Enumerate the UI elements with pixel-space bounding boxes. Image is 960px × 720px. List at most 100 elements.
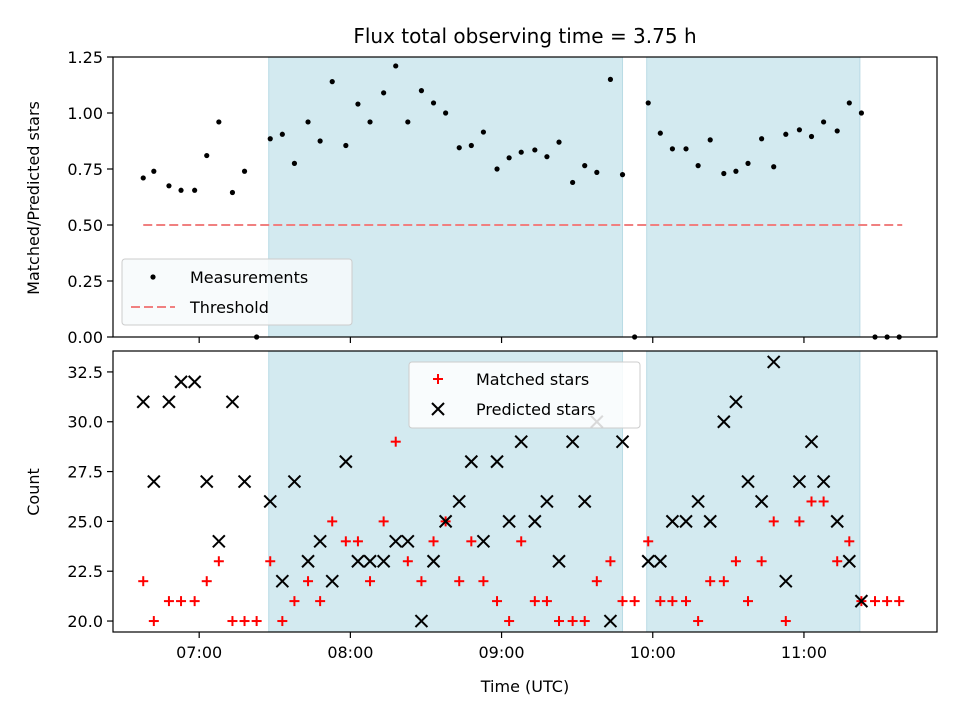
- measurement-point-31: [532, 147, 538, 153]
- bottom-legend-box: [408, 361, 641, 429]
- measurement-point-57: [858, 110, 865, 116]
- bottom-shade-1: [646, 350, 861, 633]
- matched-point-7: [227, 616, 238, 627]
- predicted-point-1: [147, 474, 161, 489]
- predicted-point-12: [301, 554, 315, 568]
- measurement-point-1: [151, 168, 157, 174]
- matched-point-14: [315, 596, 326, 607]
- matched-point-50: [768, 516, 779, 527]
- predicted-point-17: [363, 554, 377, 568]
- matched-point-56: [844, 536, 855, 547]
- measurement-point-2: [166, 183, 172, 189]
- top-y-tick-label-4: 1.00: [67, 104, 103, 123]
- matched-point-31: [529, 596, 540, 607]
- predicted-point-6: [212, 534, 226, 549]
- matched-point-19: [378, 516, 389, 527]
- measurement-point-38: [619, 172, 626, 178]
- measurement-point-11: [279, 131, 285, 137]
- matched-point-10: [265, 556, 276, 567]
- bottom-axes-frame: [112, 350, 938, 633]
- measurement-point-53: [808, 133, 815, 140]
- matched-point-0: [138, 576, 149, 587]
- predicted-point-23: [438, 514, 453, 529]
- matched-point-21: [402, 556, 413, 567]
- bottom-y-tick-label-4: 30.0: [67, 413, 103, 432]
- measurement-point-7: [229, 189, 236, 196]
- matched-point-4: [189, 596, 200, 607]
- bottom-panel: 20.0 22.5 25.0 27.5 30.0 32.5 07:00 08:00 09:00…: [24, 350, 938, 696]
- predicted-point-55: [854, 594, 869, 608]
- matched-point-32: [541, 596, 552, 607]
- predicted-point-39: [653, 554, 668, 568]
- matched-point-55: [832, 556, 843, 567]
- measurement-point-33: [556, 139, 562, 145]
- matched-point-3: [176, 596, 187, 607]
- matched-point-27: [478, 576, 489, 587]
- predicted-point-34: [578, 494, 592, 509]
- predicted-point-20: [401, 534, 415, 549]
- measurement-point-5: [204, 152, 210, 159]
- matched-point-12: [289, 596, 300, 607]
- matched-point-45: [705, 576, 716, 587]
- predicted-point-36: [603, 614, 618, 628]
- x-axis-label: Time (UTC): [480, 677, 569, 696]
- measurement-point-10: [267, 136, 273, 142]
- matched-point-28: [492, 596, 503, 607]
- measurement-point-47: [733, 168, 739, 174]
- predicted-point-42: [691, 494, 705, 509]
- matched-point-25: [454, 576, 465, 587]
- predicted-point-24: [452, 494, 466, 509]
- matched-point-34: [567, 616, 578, 627]
- predicted-point-27: [490, 454, 504, 469]
- top-y-tick-label-3: 0.75: [67, 160, 103, 179]
- measurement-point-21: [405, 119, 411, 125]
- matched-point-22: [416, 576, 427, 587]
- predicted-point-14: [325, 574, 339, 588]
- top-y-axis-label: Matched/Predicted stars: [24, 101, 43, 295]
- matched-point-26: [466, 536, 477, 547]
- predicted-point-44: [717, 415, 731, 429]
- measurement-point-25: [456, 145, 462, 151]
- predicted-point-45: [729, 395, 743, 409]
- matched-stars-points: [138, 436, 905, 627]
- predicted-point-26: [476, 534, 491, 549]
- measurement-point-43: [683, 146, 689, 152]
- matched-point-52: [794, 516, 805, 527]
- measurement-point-55: [834, 128, 840, 134]
- matched-point-5: [201, 576, 212, 587]
- x-tick-label-2: 09:00: [479, 643, 525, 662]
- predicted-point-41: [679, 514, 693, 529]
- measurement-point-54: [821, 119, 827, 125]
- measurement-point-30: [518, 149, 524, 155]
- chart-title: Flux total observing time = 3.75 h: [353, 24, 696, 48]
- predicted-point-49: [779, 574, 793, 588]
- matched-point-53: [806, 496, 817, 507]
- bottom-y-tick-label-2: 25.0: [67, 512, 103, 531]
- measurement-point-44: [695, 163, 701, 169]
- matched-point-2: [163, 596, 174, 607]
- measurement-point-6: [216, 119, 222, 125]
- top-shaded-intervals: [268, 56, 861, 338]
- measurement-point-51: [783, 131, 789, 137]
- measurement-point-13: [305, 119, 311, 125]
- predicted-point-47: [754, 494, 769, 509]
- matched-point-13: [303, 576, 314, 587]
- predicted-point-48: [767, 355, 781, 369]
- predicted-point-52: [816, 474, 831, 489]
- measurement-point-52: [796, 127, 803, 133]
- bottom-y-tick-label-0: 20.0: [67, 612, 103, 631]
- predicted-point-50: [792, 474, 807, 489]
- top-y-tick-label-1: 0.25: [67, 272, 103, 291]
- matched-point-48: [743, 596, 754, 607]
- predicted-point-33: [565, 434, 580, 449]
- predicted-point-0: [136, 395, 150, 409]
- matched-point-44: [693, 616, 704, 627]
- x-tick-label-0: 07:00: [176, 643, 222, 662]
- matched-point-20: [390, 436, 401, 447]
- bottom-y-tick-label-3: 27.5: [67, 463, 103, 482]
- measurement-point-46: [721, 170, 727, 177]
- top-x-ticks: [198, 337, 805, 343]
- measurement-point-27: [480, 129, 487, 135]
- matched-point-39: [629, 596, 640, 607]
- legend-predicted-marker: [431, 402, 445, 416]
